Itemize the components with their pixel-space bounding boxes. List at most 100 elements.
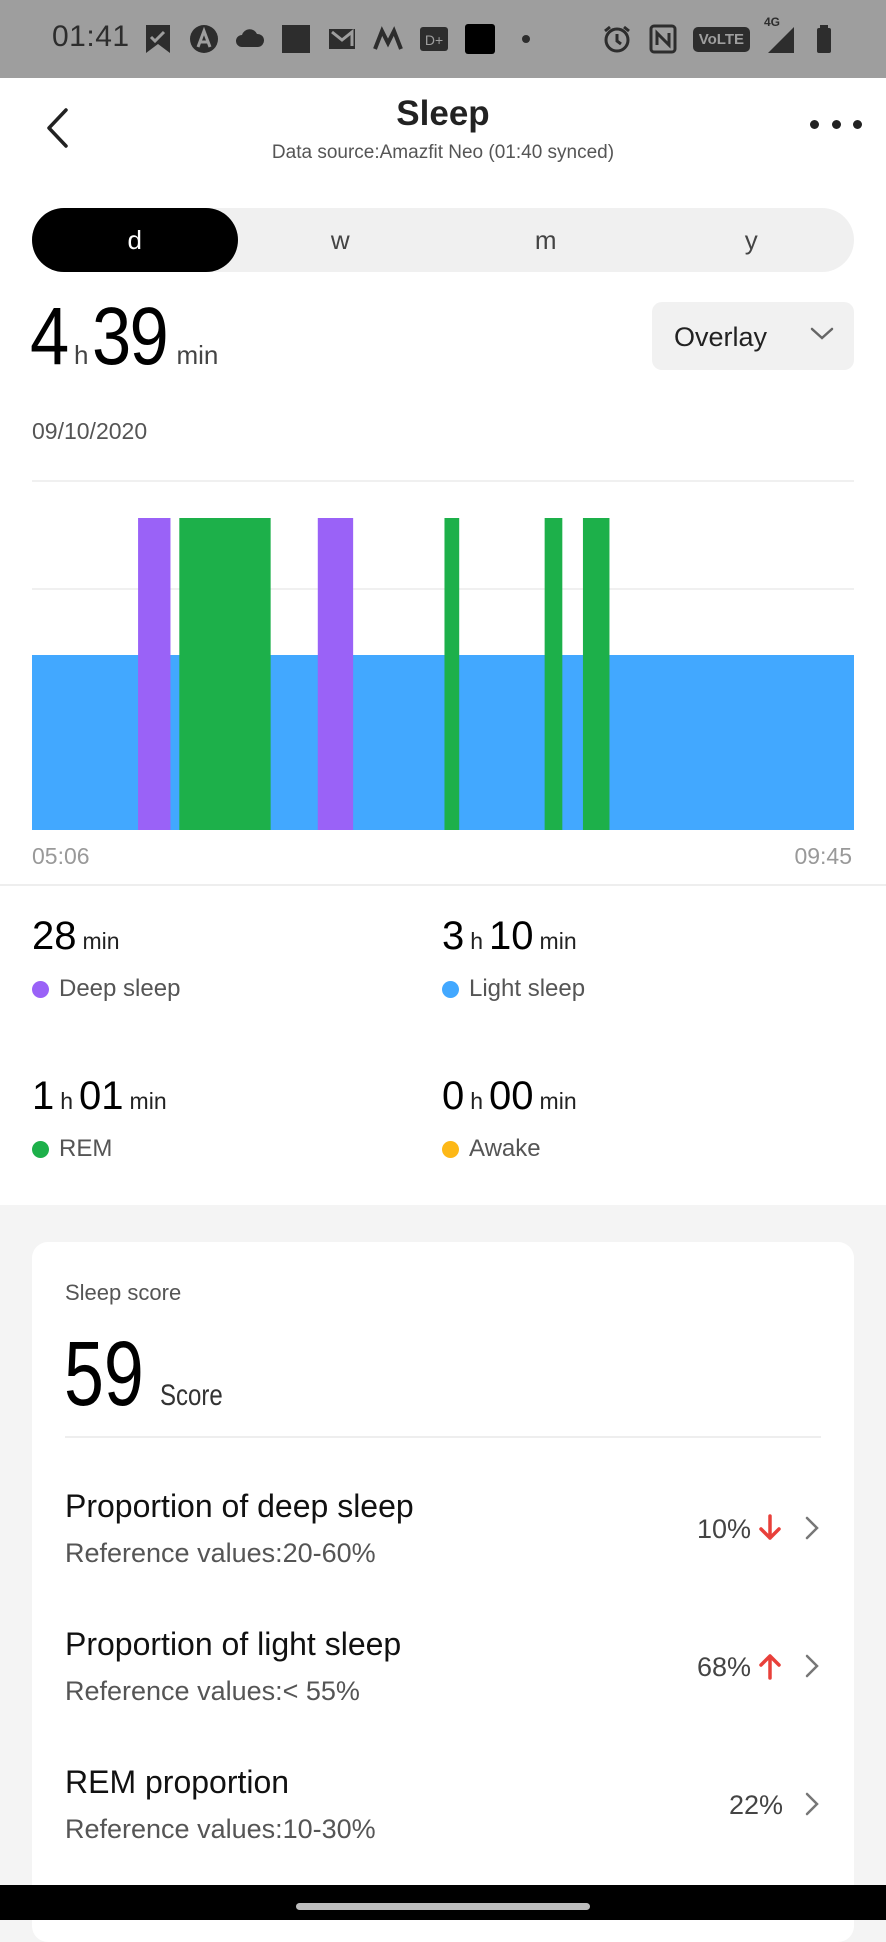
- rem-segment: [179, 518, 271, 830]
- back-button[interactable]: [40, 106, 76, 150]
- square-icon: [280, 23, 312, 55]
- stat-minutes: 28: [32, 914, 77, 958]
- tab-month[interactable]: m: [534, 224, 557, 255]
- more-options-button[interactable]: [810, 112, 862, 136]
- nfc-icon: [647, 23, 679, 55]
- awake-dot: [442, 1140, 459, 1158]
- stat-hours: 1: [32, 1074, 55, 1118]
- stat-hours: 0: [442, 1074, 465, 1118]
- rem-segment: [544, 518, 563, 830]
- navigation-bar: [0, 1885, 886, 1920]
- more-dot-icon: [831, 119, 841, 129]
- period-tabs: d w m y: [32, 208, 854, 272]
- stat-min-unit: min: [82, 928, 120, 954]
- stat-h-unit: h: [470, 1088, 484, 1114]
- metric-rem-proportion[interactable]: REM proportion Reference values:10-30% 2…: [65, 1764, 821, 1874]
- chevron-right-icon: [805, 1792, 819, 1816]
- metric-reference: Reference values:< 55%: [65, 1676, 360, 1706]
- sleep-score-value: 59: [64, 1323, 144, 1425]
- page-title: Sleep: [396, 94, 490, 133]
- deep-sleep-dot: [32, 980, 49, 998]
- divider: [0, 884, 886, 886]
- sleep-score-unit: Score: [160, 1379, 223, 1412]
- stat-min-unit: min: [539, 1088, 577, 1114]
- m-logo-icon: [372, 23, 404, 55]
- total-minutes: 39: [92, 291, 169, 382]
- sleep-score-card: Sleep score 59 Score Proportion of deep …: [32, 1242, 854, 1942]
- arrow-down-icon: [759, 1514, 781, 1540]
- stat-label: Awake: [469, 1135, 541, 1162]
- total-hours: 4: [30, 291, 69, 382]
- stat-label: REM: [59, 1135, 113, 1162]
- stat-minutes: 01: [79, 1074, 124, 1118]
- total-minutes-unit: min: [176, 340, 219, 370]
- deep-sleep-segment: [317, 518, 354, 830]
- total-hours-unit: h: [74, 340, 89, 370]
- rem-segment: [582, 518, 610, 830]
- home-gesture-handle[interactable]: [296, 1903, 590, 1910]
- divider: [65, 1436, 821, 1438]
- light-sleep-dot: [442, 980, 459, 998]
- stat-awake: 0 h 00 min Awake: [442, 1074, 583, 1163]
- cloud-icon: [234, 23, 266, 55]
- metric-value: 22%: [728, 1790, 783, 1820]
- network-label: 4G: [764, 15, 781, 29]
- black-square-icon: [464, 23, 496, 55]
- x-axis-start-label: 05:06: [32, 843, 90, 869]
- stat-hours: 3: [442, 914, 465, 958]
- arrow-up-icon: [759, 1654, 781, 1680]
- stat-light-sleep: 3 h 10 min Light sleep: [442, 914, 585, 1003]
- bookmark-icon: [142, 23, 174, 55]
- x-axis-end-label: 09:45: [794, 843, 852, 869]
- sleep-date: 09/10/2020: [32, 418, 148, 444]
- metric-value: 10%: [696, 1514, 751, 1544]
- data-source-subtitle: Data source:Amazfit Neo (01:40 synced): [271, 142, 615, 163]
- tab-day[interactable]: d: [32, 208, 238, 272]
- stat-label: Deep sleep: [59, 975, 181, 1002]
- volte-icon: VoLTE: [692, 26, 750, 52]
- a-circle-icon: [188, 23, 220, 55]
- status-left-icons: D+: [142, 20, 542, 58]
- tab-year[interactable]: y: [744, 224, 758, 255]
- metric-title: Proportion of light sleep: [65, 1626, 402, 1662]
- sleep-score-label: Sleep score: [65, 1280, 182, 1305]
- metric-title: Proportion of deep sleep: [65, 1488, 414, 1524]
- deep-sleep-segment: [138, 518, 171, 830]
- stat-rem: 1 h 01 min REM: [32, 1074, 173, 1163]
- rem-segment: [444, 518, 460, 830]
- chevron-right-icon: [805, 1516, 819, 1540]
- metric-value: 68%: [696, 1652, 751, 1682]
- metric-light-sleep-proportion[interactable]: Proportion of light sleep Reference valu…: [65, 1626, 821, 1736]
- stat-deep-sleep: 28 min Deep sleep: [32, 914, 180, 1003]
- tab-week[interactable]: w: [330, 224, 350, 255]
- chevron-right-icon: [805, 1654, 819, 1678]
- status-right-icons: VoLTE 4G: [601, 15, 842, 58]
- sleep-stage-chart: [32, 480, 854, 830]
- battery-icon: [810, 23, 842, 55]
- stat-min-unit: min: [129, 1088, 167, 1114]
- stat-label: Light sleep: [469, 975, 586, 1002]
- stat-h-unit: h: [470, 928, 484, 954]
- more-dot-icon: [810, 119, 819, 129]
- metric-title: REM proportion: [65, 1764, 290, 1800]
- stat-minutes: 00: [489, 1074, 534, 1118]
- rem-dot: [32, 1140, 49, 1158]
- stat-minutes: 10: [489, 914, 534, 958]
- more-dot-icon: [853, 119, 862, 129]
- stat-min-unit: min: [539, 928, 577, 954]
- status-time: 01:41: [52, 20, 130, 53]
- metric-reference: Reference values:20-60%: [65, 1538, 376, 1568]
- gmail-icon: [326, 23, 358, 55]
- d-plus-icon: D+: [418, 23, 450, 55]
- metric-deep-sleep-proportion[interactable]: Proportion of deep sleep Reference value…: [65, 1488, 821, 1598]
- total-sleep-duration: 4 h 39 min: [30, 290, 222, 384]
- alarm-icon: [601, 23, 633, 55]
- app-header: Sleep Data source:Amazfit Neo (01:40 syn…: [0, 78, 886, 178]
- metric-reference: Reference values:10-30%: [65, 1814, 376, 1844]
- svg-text:D+: D+: [425, 32, 443, 48]
- dot-icon: [510, 23, 542, 55]
- signal-4g-icon: 4G: [764, 15, 796, 55]
- view-mode-dropdown[interactable]: Overlay: [652, 302, 854, 370]
- chevron-down-icon: [810, 327, 834, 340]
- stat-h-unit: h: [60, 1088, 74, 1114]
